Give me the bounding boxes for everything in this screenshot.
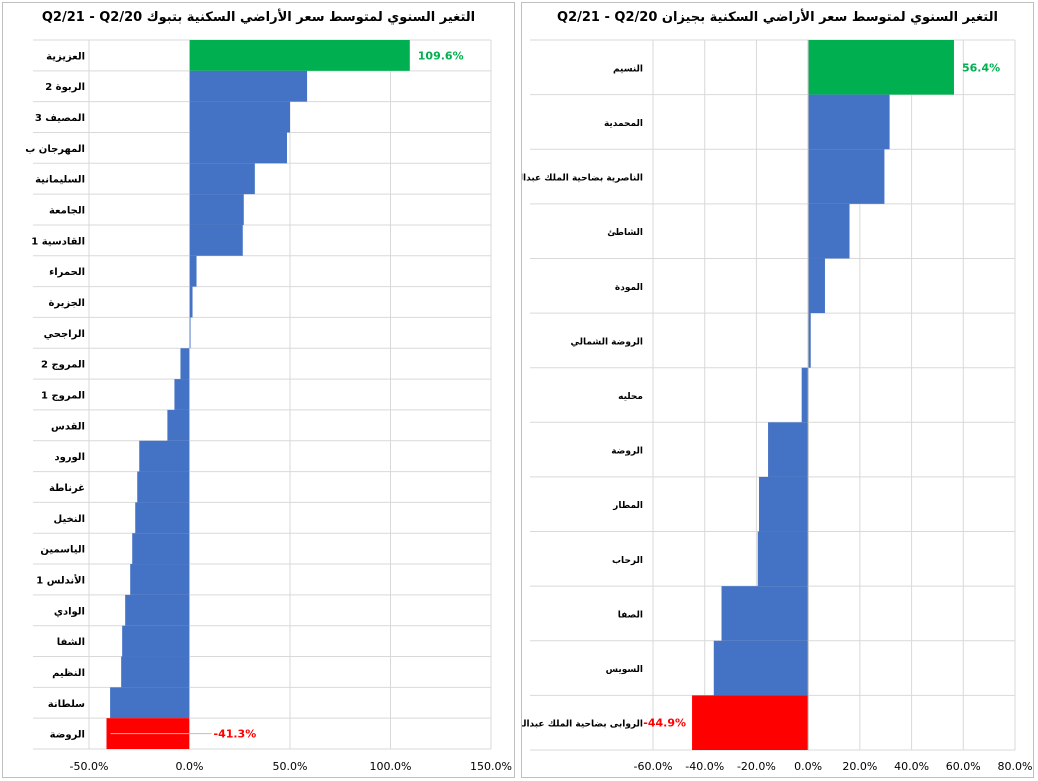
tabuk-bar — [139, 440, 190, 472]
jazan-tick-label: -40.0% — [685, 760, 724, 773]
tabuk-bar — [189, 132, 287, 164]
jazan-category-label: الناصرية بضاحية الملك عبدالله — [522, 174, 643, 184]
tabuk-category-label: الربوة 2 — [45, 82, 85, 93]
tabuk-category-label: سلطانة — [48, 699, 85, 710]
tabuk-category-label: الياسمين — [40, 545, 85, 556]
jazan-chart-title: التغير السنوي لمتوسط سعر الأراضي السكنية… — [557, 10, 998, 25]
jazan-bar — [757, 531, 809, 587]
jazan-category-label: السويس — [606, 665, 643, 675]
jazan-bar — [808, 258, 825, 314]
jazan-bar — [801, 367, 809, 423]
tabuk-bar — [189, 70, 308, 102]
tabuk-bar — [125, 594, 190, 626]
tabuk-category-label: الورود — [54, 452, 85, 463]
tabuk-bar — [122, 625, 190, 657]
tabuk-bar — [189, 317, 191, 349]
tabuk-category-label: المروج 1 — [41, 391, 85, 402]
jazan-tick-label: -20.0% — [737, 760, 776, 773]
tabuk-bar — [189, 163, 255, 195]
jazan-category-label: المطار — [612, 501, 643, 511]
tabuk-chart-panel: التغير السنوي لمتوسط سعر الأراضي السكنية… — [2, 2, 515, 778]
tabuk-bar-chart: العزيزية الربوة 2 المصيف 3 المهرجان ب السليم… — [25, 39, 512, 773]
tabuk-category-label: المروج 2 — [41, 360, 85, 371]
tabuk-bar — [189, 101, 290, 133]
tabuk-bar — [189, 224, 243, 256]
jazan-bar — [768, 422, 809, 477]
tabuk-tick-label: 100.0% — [370, 760, 412, 773]
tabuk-bar — [130, 564, 190, 595]
jazan-bar — [808, 203, 850, 259]
jazan-tick-label: 0.0% — [794, 760, 822, 773]
tabuk-bar — [174, 379, 190, 410]
tabuk-bar — [180, 348, 190, 380]
tabuk-category-label: الشفا — [57, 637, 85, 648]
tabuk-bar — [121, 656, 190, 688]
jazan-tick-label: 40.0% — [894, 760, 929, 773]
tabuk-tick-label: -50.0% — [70, 760, 109, 773]
tabuk-category-label: الروضة — [50, 730, 85, 741]
jazan-category-label: النسيم — [613, 64, 643, 74]
jazan-bar-chart: النسيم المحمدية الناصرية بضاحية الملك عبدا… — [522, 39, 1033, 773]
jazan-tick-label: 20.0% — [842, 760, 877, 773]
jazan-tick-label: 80.0% — [998, 760, 1033, 773]
tabuk-bar — [189, 40, 410, 71]
tabuk-category-label: القادسية 1 — [31, 236, 85, 247]
tabuk-bar — [167, 409, 190, 441]
tabuk-category-label: النخيل — [54, 514, 85, 525]
jazan-category-label: المحمدية — [604, 119, 643, 129]
tabuk-tick-label: 150.0% — [470, 760, 512, 773]
jazan-bar — [808, 40, 954, 95]
tabuk-data-label: -41.3% — [214, 728, 257, 741]
tabuk-bar — [135, 502, 190, 534]
jazan-bar — [808, 94, 890, 150]
tabuk-category-label: القدس — [51, 421, 85, 432]
tabuk-category-label: الجزيرة — [49, 298, 86, 309]
tabuk-category-label: الأندلس 1 — [36, 573, 85, 586]
jazan-chart-panel: التغير السنوي لمتوسط سعر الأراضي السكنية… — [521, 2, 1034, 778]
tabuk-category-label: الراجحي — [44, 329, 85, 340]
tabuk-category-label: النظيم — [52, 668, 85, 679]
jazan-category-label: الرحاب — [612, 556, 643, 566]
jazan-tick-label: 60.0% — [946, 760, 981, 773]
jazan-bar — [808, 149, 885, 204]
tabuk-category-label: الجامعة — [49, 206, 85, 217]
jazan-bar — [808, 313, 811, 368]
jazan-category-label: الصفا — [618, 610, 643, 620]
jazan-category-label: الشاطئ — [607, 228, 643, 238]
tabuk-category-label: العزيزية — [46, 51, 85, 62]
jazan-bar — [759, 476, 809, 532]
tabuk-bar — [189, 255, 197, 287]
jazan-bar — [721, 586, 809, 641]
jazan-category-label: محليه — [618, 392, 643, 402]
tabuk-bar — [189, 194, 244, 225]
tabuk-category-label: المصيف 3 — [35, 113, 85, 124]
tabuk-bar — [189, 286, 193, 318]
tabuk-chart-title: التغير السنوي لمتوسط سعر الأراضي السكنية… — [41, 10, 476, 25]
tabuk-category-label: غرناطة — [49, 483, 85, 494]
tabuk-bar — [132, 533, 190, 565]
tabuk-tick-label: 50.0% — [273, 760, 308, 773]
jazan-category-label: الروضة الشمالي — [571, 337, 643, 347]
jazan-category-label: الروضة — [611, 447, 643, 457]
tabuk-category-label: السليمانية — [35, 175, 85, 186]
tabuk-category-label: الوادي — [54, 606, 85, 617]
jazan-category-label: المودة — [615, 283, 643, 293]
tabuk-bar — [110, 687, 190, 719]
jazan-data-label: -44.9% — [643, 717, 686, 730]
tabuk-bar — [137, 471, 190, 503]
tabuk-tick-label: 0.0% — [176, 760, 204, 773]
tabuk-data-label: 109.6% — [418, 49, 464, 62]
jazan-tick-label: -60.0% — [634, 760, 673, 773]
jazan-bar — [713, 640, 809, 696]
tabuk-category-label: المهرجان ب — [25, 144, 85, 155]
jazan-data-label: 56.4% — [962, 61, 1000, 74]
jazan-category-label: الروابى بضاحية الملك عبدالله — [522, 720, 643, 730]
jazan-bar — [692, 695, 809, 750]
tabuk-category-label: الحمراء — [49, 267, 85, 278]
